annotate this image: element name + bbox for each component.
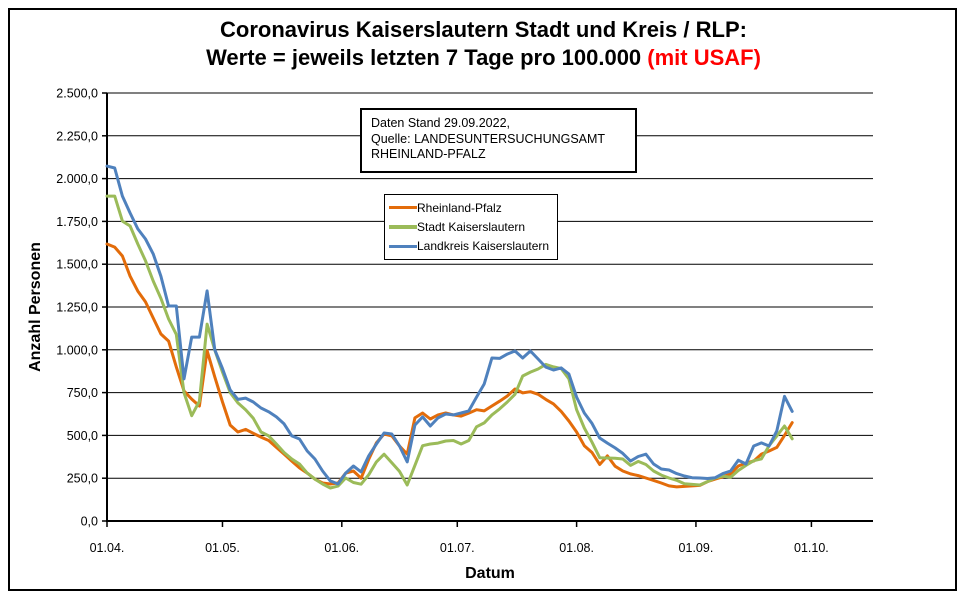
legend-item-stadt-kaiserslautern: Stadt Kaiserslautern — [389, 217, 553, 236]
x-axis-title: Datum — [465, 565, 515, 582]
data-source-note-line: Daten Stand 29.09.2022, — [371, 116, 511, 130]
y-tick-label: 1.000,0 — [56, 343, 98, 357]
y-tick-label: 750,0 — [67, 386, 98, 400]
x-tick-label: 01.06. — [324, 541, 359, 555]
x-tick-label: 01.04. — [90, 541, 125, 555]
chart-title: Coronavirus Kaiserslautern Stadt und Kre… — [0, 16, 967, 72]
y-tick-label: 2.000,0 — [56, 172, 98, 186]
y-tick-label: 0,0 — [81, 515, 98, 529]
legend-line-swatch — [389, 244, 417, 249]
legend-label: Rheinland-Pfalz — [417, 200, 502, 215]
legend-line-swatch — [389, 225, 417, 229]
x-tick-label: 01.05. — [205, 541, 240, 555]
series-line-landkreis-kaiserslautern — [105, 164, 794, 486]
chart-title-highlight: (mit USAF) — [647, 45, 761, 70]
data-source-note: Daten Stand 29.09.2022, Quelle: LANDESUN… — [360, 108, 637, 173]
x-tick-label: 01.10. — [794, 541, 829, 555]
y-tick-label: 500,0 — [67, 429, 98, 443]
legend-item-landkreis-kaiserslautern: Landkreis Kaiserslautern — [389, 237, 553, 256]
y-tick-label: 1.750,0 — [56, 215, 98, 229]
data-source-note-line: RHEINLAND-PFALZ — [371, 147, 486, 161]
data-source-note-line: Quelle: LANDESUNTERSUCHUNGSAMT — [371, 131, 606, 146]
y-tick-label: 2.500,0 — [56, 87, 98, 101]
chart-title-line2: Werte = jeweils letzten 7 Tage pro 100.0… — [206, 45, 648, 70]
series-line-rheinland-pfalz — [105, 242, 794, 489]
legend-line-swatch — [389, 205, 417, 210]
y-axis-title: Anzahl Personen — [27, 242, 44, 372]
legend-item-rheinland-pfalz: Rheinland-Pfalz — [389, 198, 553, 217]
legend-label: Stadt Kaiserslautern — [417, 219, 526, 234]
y-tick-label: 1.250,0 — [56, 301, 98, 315]
y-tick-label: 250,0 — [67, 472, 98, 486]
chart-title-line1: Coronavirus Kaiserslautern Stadt und Kre… — [220, 17, 747, 42]
x-tick-label: 01.07. — [440, 541, 475, 555]
y-tick-label: 2.250,0 — [56, 129, 98, 143]
legend-box: Rheinland-Pfalz Stadt Kaiserslautern Lan… — [384, 194, 558, 260]
y-tick-label: 1.500,0 — [56, 258, 98, 272]
x-tick-label: 01.08. — [559, 541, 594, 555]
legend-label: Landkreis Kaiserslautern — [417, 239, 550, 254]
x-tick-label: 01.09. — [679, 541, 714, 555]
